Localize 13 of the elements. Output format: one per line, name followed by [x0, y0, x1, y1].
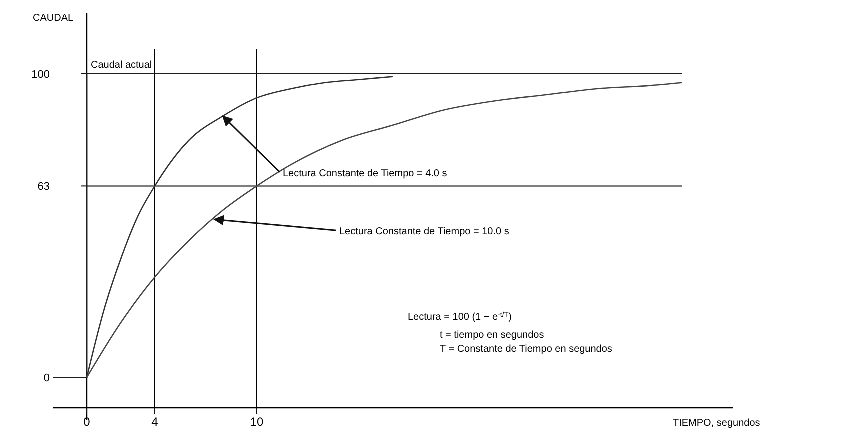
x-tick-label: 10	[250, 415, 264, 429]
annotation: T = Constante de Tiempo en segundos	[440, 344, 612, 355]
x-axis-title: TIEMPO, segundos	[673, 418, 760, 429]
y-axis-title: CAUDAL	[33, 13, 74, 24]
y-tick-label: 63	[38, 181, 50, 194]
y-tick-label: 0	[44, 372, 50, 385]
annotation: Lectura Constante de Tiempo = 10.0 s	[340, 226, 510, 238]
y-tick-label: 100	[32, 68, 50, 81]
x-tick-label: 4	[152, 415, 159, 429]
annotation: Lectura = 100 (1 − e$^{-t/T}$)	[408, 310, 512, 323]
annotation: Caudal actual	[91, 60, 152, 71]
annotation: Lectura Constante de Tiempo = 4.0 s	[283, 168, 448, 180]
annotation: t = tiempo en segundos	[440, 330, 544, 341]
